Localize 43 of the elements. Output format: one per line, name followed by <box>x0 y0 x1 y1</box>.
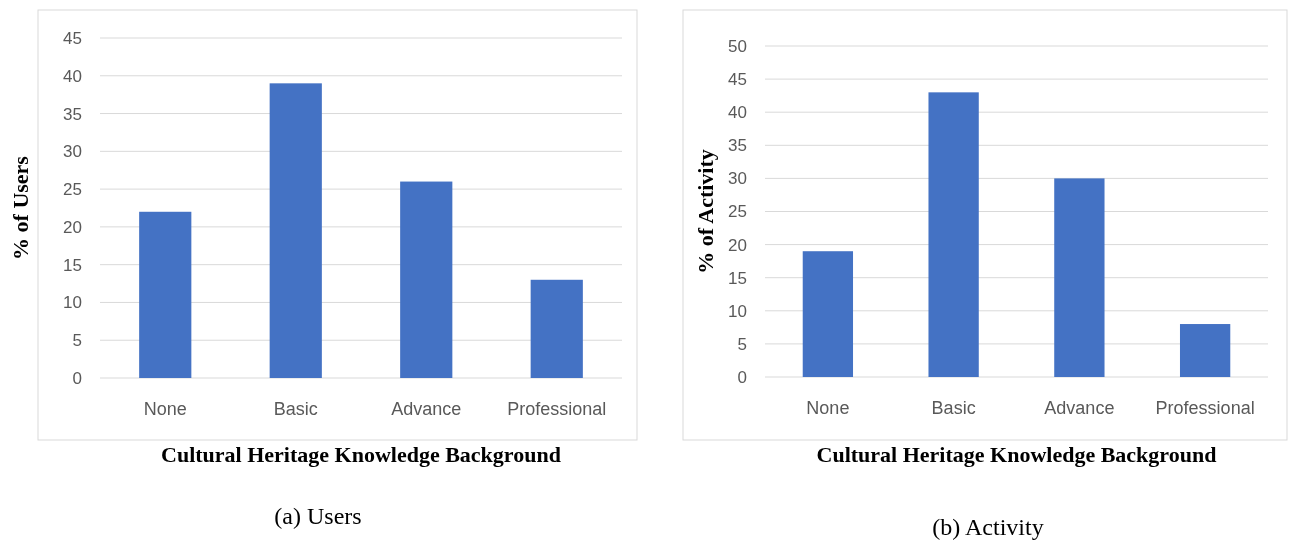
y-tick-label: 30 <box>63 142 82 162</box>
x-axis-title: Cultural Heritage Knowledge Background <box>161 442 561 467</box>
x-tick-label: Advance <box>1044 398 1115 418</box>
y-tick-label: 10 <box>728 301 747 321</box>
y-tick-label: 5 <box>72 331 82 351</box>
y-tick-label: 45 <box>63 28 82 48</box>
y-tick-label: 20 <box>728 235 747 255</box>
text: (a) Users <box>274 503 362 529</box>
y-tick-label: 40 <box>63 66 82 86</box>
bar <box>530 279 583 378</box>
x-tick-label: Basic <box>273 399 318 419</box>
y-tick-label: 35 <box>63 104 82 124</box>
y-tick-label: 25 <box>63 180 82 200</box>
y-tick-label: 15 <box>728 268 747 288</box>
y-tick-label: 20 <box>63 217 82 237</box>
bar <box>269 83 322 378</box>
x-tick-label: Advance <box>391 399 462 419</box>
y-axis-title: % of Users <box>8 155 33 260</box>
y-tick-label: 0 <box>72 368 82 388</box>
bar <box>802 251 854 377</box>
y-axis-title: % of Activity <box>693 149 718 274</box>
y-tick-label: 45 <box>728 70 747 90</box>
y-tick-label: 25 <box>728 202 747 222</box>
bar <box>928 92 979 377</box>
y-tick-label: 15 <box>63 255 82 275</box>
x-tick-label: Basic <box>931 398 976 418</box>
bar <box>1179 324 1231 377</box>
y-tick-label: 10 <box>63 293 82 313</box>
bar <box>400 181 453 378</box>
x-tick-label: Professional <box>507 399 607 419</box>
x-tick-label: None <box>143 399 187 419</box>
text: (b) Activity <box>932 514 1044 540</box>
x-tick-label: Professional <box>1155 398 1255 418</box>
bar <box>1054 178 1105 377</box>
y-tick-label: 0 <box>737 367 747 387</box>
x-axis-title: Cultural Heritage Knowledge Background <box>816 442 1217 467</box>
y-tick-label: 40 <box>728 103 747 123</box>
y-tick-label: 50 <box>728 36 747 56</box>
y-tick-label: 30 <box>728 169 747 189</box>
y-tick-label: 5 <box>737 334 747 354</box>
y-tick-label: 35 <box>728 136 747 156</box>
x-tick-label: None <box>806 398 850 418</box>
bar <box>139 211 192 378</box>
